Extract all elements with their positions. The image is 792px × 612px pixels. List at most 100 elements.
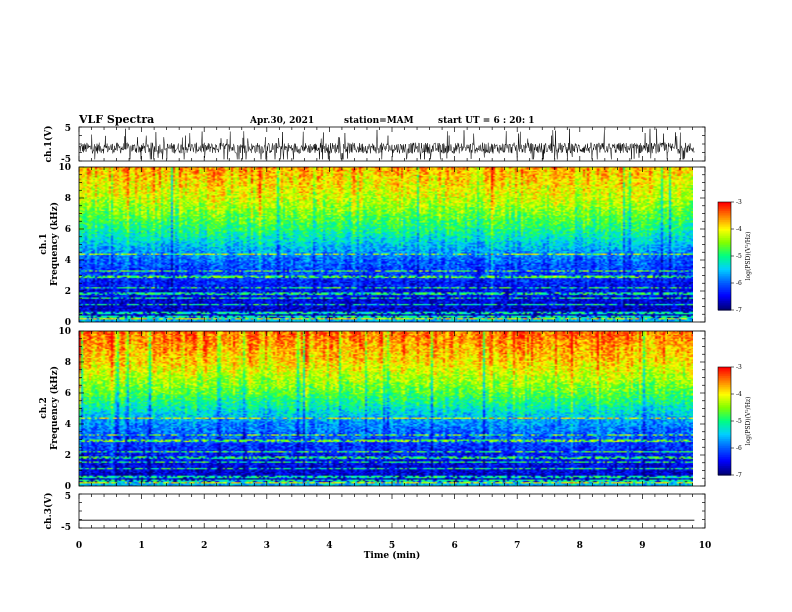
colorbar-swatch <box>718 426 731 429</box>
ch1-waveform-trace <box>78 128 695 160</box>
freq-tick-label: 6 <box>65 225 71 235</box>
ch3-waveform-frame <box>78 493 706 529</box>
colorbar-swatch <box>718 413 731 417</box>
colorbar-swatch <box>718 265 731 268</box>
ch1-spectrogram-panel: 0 2 4 6 8 10 ch.1 Frequency (kHz) -3 -4 -5 -6 -7 l… <box>39 163 752 328</box>
colorbar-swatch <box>718 412 731 415</box>
freq-tick-label: 8 <box>65 358 71 368</box>
ch1-waveform-panel: 5 -5 ch.1(V) <box>43 124 706 165</box>
colorbar-swatch <box>718 442 731 445</box>
colorbar-swatch <box>718 252 731 255</box>
colorbar-swatch <box>718 234 731 237</box>
colorbar-label: log(PSD)(V²/Hz) <box>745 397 752 446</box>
colorbar-swatch <box>718 263 731 266</box>
ch3-waveform-ylabel: ch.3(V) <box>43 493 54 530</box>
date-label: Apr.30, 2021 <box>249 116 314 126</box>
colorbar-swatch <box>718 203 731 207</box>
colorbar-swatch <box>718 299 731 302</box>
colorbar-swatch <box>718 225 731 228</box>
ch2-spectrogram-image <box>79 331 693 486</box>
colorbar-swatch <box>718 286 731 289</box>
colorbar-swatch <box>718 467 731 471</box>
colorbar-swatch <box>718 471 731 474</box>
colorbar-swatch <box>718 428 731 431</box>
time-tick-label: 7 <box>514 541 520 551</box>
colorbar-swatch <box>718 284 731 288</box>
ch1-spectrogram-image <box>79 167 693 322</box>
colorbar-swatch <box>718 266 731 270</box>
freq-tick-label: 0 <box>65 482 71 492</box>
colorbar-swatch <box>718 455 731 458</box>
freq-tick-label: 8 <box>65 194 71 204</box>
colorbar-swatch <box>718 431 731 435</box>
ch1-ytick-top: 5 <box>65 124 71 134</box>
colorbar-swatch <box>718 270 731 273</box>
colorbar-swatch <box>718 453 731 456</box>
colorbar-swatch <box>718 245 731 248</box>
colorbar-swatch <box>718 392 731 395</box>
colorbar-swatch <box>718 238 731 241</box>
colorbar-swatch <box>718 230 731 234</box>
colorbar-swatch <box>718 243 731 246</box>
colorbar-tick-label: -6 <box>736 280 742 287</box>
colorbar-swatch <box>718 216 731 219</box>
colorbar-swatch <box>718 221 731 225</box>
ch2-spectrogram-channel: ch.2 <box>39 397 49 418</box>
colorbar-swatch <box>718 401 731 404</box>
colorbar-swatch <box>718 293 731 297</box>
time-tick-label: 10 <box>699 541 712 551</box>
ch1-ytick-bottom: -5 <box>61 155 71 165</box>
colorbar-swatch <box>718 301 731 304</box>
colorbar-swatch <box>718 395 731 399</box>
time-axis-label: Time (min) <box>364 550 421 561</box>
colorbar-swatch <box>718 239 731 243</box>
colorbar-swatch <box>718 406 731 409</box>
colorbar-swatch <box>718 368 731 372</box>
colorbar-swatch <box>718 250 731 253</box>
colorbar-swatch <box>718 254 731 257</box>
colorbar-swatch <box>718 283 731 286</box>
ch2-freq-ticks: 0 2 4 6 8 10 <box>58 327 705 492</box>
ch2-freq-ylabel: Frequency (kHz) <box>49 366 60 450</box>
colorbar-swatch <box>718 417 731 420</box>
colorbar-swatch <box>718 259 731 262</box>
colorbar-tick-label: -7 <box>736 307 742 314</box>
colorbar-swatch <box>718 227 731 230</box>
time-tick-label: 8 <box>577 541 583 551</box>
colorbar-swatch <box>718 444 731 447</box>
colorbar-swatch <box>718 241 731 244</box>
colorbar-tick-label: -3 <box>736 364 742 371</box>
colorbar-swatch <box>718 376 731 379</box>
time-tick-label: 3 <box>264 541 270 551</box>
ch1-colorbar: -3 -4 -5 -6 -7 log(PSD)(V²/Hz) <box>717 199 752 314</box>
colorbar-swatch <box>718 446 731 449</box>
colorbar-swatch <box>718 473 731 476</box>
time-tick-label: 5 <box>389 541 395 551</box>
colorbar-swatch <box>718 281 731 284</box>
colorbar-swatch <box>718 214 731 217</box>
colorbar-swatch <box>718 295 731 298</box>
colorbar-swatch <box>718 288 731 291</box>
ch3-ytick-bottom: -5 <box>61 523 71 533</box>
colorbar-swatch <box>718 297 731 300</box>
colorbar-swatch <box>718 290 731 293</box>
colorbar-swatch <box>718 274 731 277</box>
freq-tick-label: 10 <box>58 163 71 173</box>
colorbar-swatch <box>718 439 731 442</box>
colorbar-tick-label: -4 <box>736 226 742 233</box>
colorbar-swatch <box>718 460 731 463</box>
colorbar-swatch <box>718 419 731 422</box>
time-tick-label: 6 <box>451 541 457 551</box>
colorbar-swatch <box>718 248 731 252</box>
colorbar-swatch <box>718 202 731 205</box>
colorbar-swatch <box>718 306 731 309</box>
colorbar-swatch <box>718 424 731 427</box>
colorbar-swatch <box>718 464 731 467</box>
colorbar-swatch <box>718 458 731 462</box>
colorbar-swatch <box>718 304 731 307</box>
colorbar-swatch <box>718 386 731 390</box>
time-tick-label: 1 <box>138 541 144 551</box>
freq-tick-label: 2 <box>65 287 71 297</box>
colorbar-swatch <box>718 440 731 444</box>
